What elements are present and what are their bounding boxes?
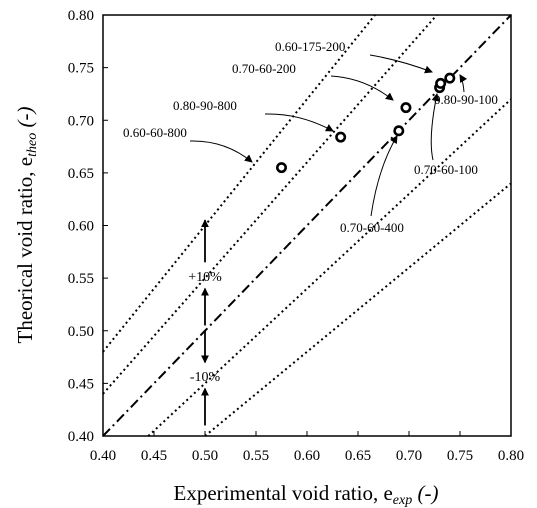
reference-line-2 [147, 98, 512, 437]
point-annotations: 0.60-60-800 0.80-90-800 0.70-60-400 0.70-60… [123, 39, 498, 235]
point-label: 0.80-90-800 [173, 98, 237, 113]
band-label: -10% [190, 370, 221, 385]
x-tick-label: 0.45 [141, 448, 167, 464]
tick-labels: 0.40 0.45 0.50 0.55 0.60 0.65 0.70 0.75 0.80 0.40… [68, 8, 524, 464]
data-point [444, 72, 456, 84]
data-point [400, 102, 412, 114]
point-label: 0.80-90-100 [434, 92, 498, 107]
y-tick-label: 0.40 [68, 429, 94, 445]
band-label: +10% [188, 270, 222, 285]
x-tick-label: 0.75 [447, 448, 473, 464]
x-tick-label: 0.80 [498, 448, 524, 464]
y-tick-label: 0.50 [68, 324, 94, 340]
y-axis-label: Theorical void ratio, etheo (-) [13, 107, 40, 344]
annotation-leader [430, 93, 440, 161]
y-tick-label: 0.75 [68, 61, 94, 77]
x-tick-label: 0.55 [243, 448, 269, 464]
y-tick-label: 0.45 [68, 376, 94, 392]
annotation-leader [189, 140, 253, 163]
x-tick-label: 0.65 [345, 448, 371, 464]
x-tick-label: 0.50 [192, 448, 218, 464]
data-point [393, 125, 405, 137]
y-tick-label: 0.60 [68, 219, 94, 235]
reference-line-3 [102, 14, 376, 353]
annotation-leader [264, 113, 334, 132]
point-label: 0.70-60-200 [232, 61, 296, 76]
annotation-leader [370, 135, 398, 217]
annotation-leader [330, 75, 394, 101]
x-axis-label: Experimental void ratio, eexp (-) [174, 481, 439, 508]
data-points [275, 72, 456, 174]
band-annotations: +10% -10% [188, 219, 222, 426]
y-tick-label: 0.70 [68, 113, 94, 129]
point-label: 0.70-60-400 [340, 220, 404, 235]
x-tick-label: 0.70 [396, 448, 422, 464]
point-label: 0.70-60-100 [414, 162, 478, 177]
data-point [275, 162, 287, 174]
annotation-leader [459, 74, 468, 93]
y-tick-label: 0.65 [68, 166, 94, 182]
x-tick-label: 0.60 [294, 448, 320, 464]
y-tick-label: 0.80 [68, 8, 94, 24]
y-tick-label: 0.55 [68, 271, 94, 287]
point-label: 0.60-175-200 [275, 39, 345, 54]
x-tick-label: 0.40 [90, 448, 116, 464]
point-label: 0.60-60-800 [123, 125, 187, 140]
data-point [335, 131, 347, 143]
reference-line-1 [102, 14, 438, 395]
reference-line-4 [204, 182, 512, 437]
annotation-leader [369, 54, 433, 74]
data-point [435, 77, 447, 89]
